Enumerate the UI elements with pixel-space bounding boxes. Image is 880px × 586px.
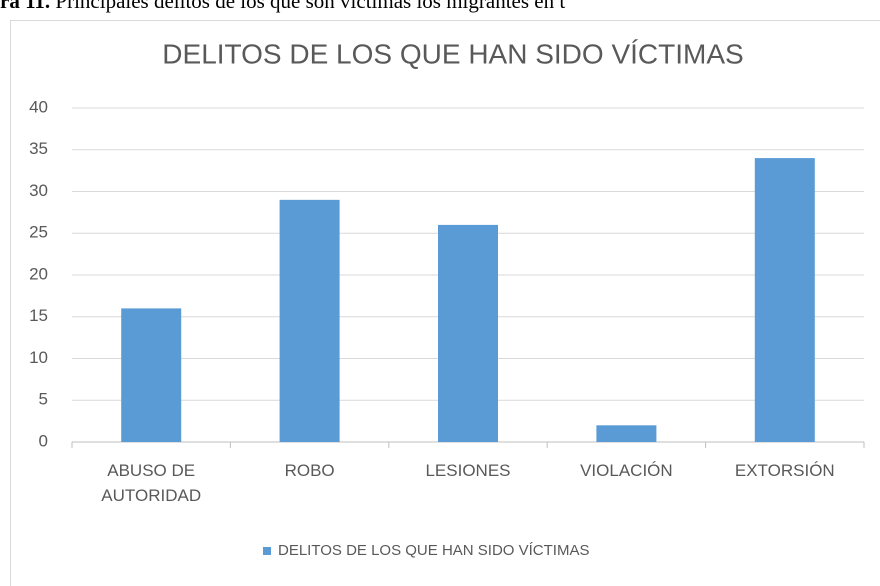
bar [754, 158, 815, 442]
y-tick-label: 15 [29, 306, 48, 325]
y-tick-label: 5 [39, 390, 48, 409]
legend-label: DELITOS DE LOS QUE HAN SIDO VÍCTIMAS [278, 542, 589, 559]
y-tick-label: 25 [29, 223, 48, 242]
y-tick-label: 0 [39, 431, 48, 450]
y-tick-label: 35 [29, 139, 48, 158]
y-tick-label: 10 [29, 348, 48, 367]
x-tick-label: ABUSO DE AUTORIDAD [101, 461, 202, 505]
caption-label: ra 11. [0, 0, 50, 13]
y-tick-label: 40 [29, 97, 48, 116]
bar [438, 224, 498, 442]
x-tick-label: VIOLACIÓN [580, 461, 673, 480]
y-tick-label: 30 [29, 181, 48, 200]
bar [121, 308, 182, 442]
bar [596, 425, 657, 442]
caption-text: Principales delitos de los que son vícti… [55, 0, 565, 13]
x-tick-label: LESIONES [425, 461, 511, 480]
y-tick-label: 20 [29, 264, 48, 283]
chart-title: DELITOS DE LOS QUE HAN SIDO VÍCTIMAS [162, 38, 743, 69]
legend-swatch [263, 547, 271, 555]
x-tick-label: EXTORSIÓN [734, 461, 835, 480]
x-tick-label: ROBO [284, 461, 335, 480]
bar [279, 199, 340, 442]
caption: ra 11. Principales delitos de los que so… [0, 0, 565, 13]
